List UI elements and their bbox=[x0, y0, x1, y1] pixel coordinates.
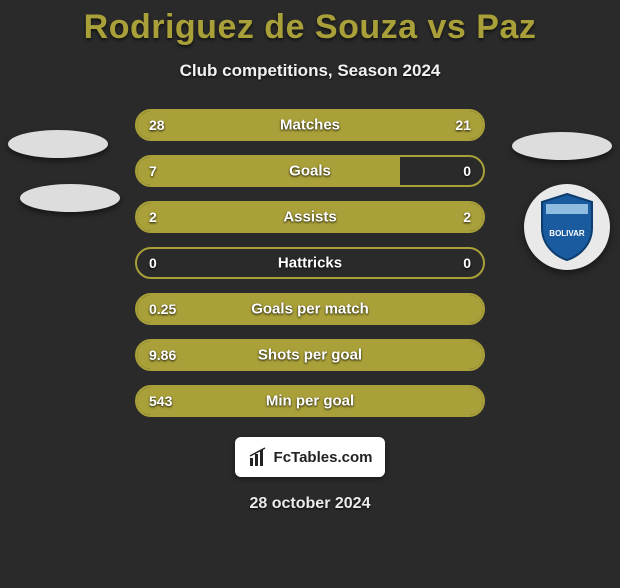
stat-bar-left bbox=[137, 157, 400, 185]
stat-row: 543 Min per goal bbox=[135, 385, 485, 417]
stat-label: Matches bbox=[280, 117, 340, 134]
stat-row: 0 0 Hattricks bbox=[135, 247, 485, 279]
stat-row: 7 0 Goals bbox=[135, 155, 485, 187]
player-left-avatar-1 bbox=[8, 130, 108, 158]
stat-label: Shots per goal bbox=[258, 347, 362, 364]
stat-value-left: 28 bbox=[149, 117, 165, 133]
club-name-text: BOLIVAR bbox=[549, 229, 585, 238]
stat-label: Min per goal bbox=[266, 393, 354, 410]
stat-value-right: 2 bbox=[463, 209, 471, 225]
stat-value-left: 0 bbox=[149, 255, 157, 271]
stat-value-left: 543 bbox=[149, 393, 172, 409]
brand-text: FcTables.com bbox=[274, 449, 373, 466]
bar-chart-icon bbox=[248, 446, 270, 468]
stat-label: Goals bbox=[289, 163, 331, 180]
stat-row: 2 2 Assists bbox=[135, 201, 485, 233]
stat-row: 0.25 Goals per match bbox=[135, 293, 485, 325]
player-right-avatar bbox=[512, 132, 612, 160]
player-left-avatar-2 bbox=[20, 184, 120, 212]
stat-value-left: 2 bbox=[149, 209, 157, 225]
stat-value-left: 7 bbox=[149, 163, 157, 179]
stats-container: 28 21 Matches 7 0 Goals 2 2 Assists 0 0 Hattricks 0.… bbox=[135, 109, 485, 417]
comparison-subtitle: Club competitions, Season 2024 bbox=[0, 61, 620, 81]
stat-value-right: 0 bbox=[463, 255, 471, 271]
club-badge-bolivar: BOLIVAR bbox=[524, 184, 610, 270]
stat-row: 28 21 Matches bbox=[135, 109, 485, 141]
stat-row: 9.86 Shots per goal bbox=[135, 339, 485, 371]
stat-value-right: 21 bbox=[455, 117, 471, 133]
comparison-title: Rodriguez de Souza vs Paz bbox=[0, 8, 620, 47]
stat-label: Goals per match bbox=[251, 301, 369, 318]
stat-value-right: 0 bbox=[463, 163, 471, 179]
stat-value-left: 0.25 bbox=[149, 301, 176, 317]
shield-icon: BOLIVAR bbox=[538, 192, 596, 262]
stat-label: Assists bbox=[283, 209, 336, 226]
stat-value-left: 9.86 bbox=[149, 347, 176, 363]
stat-label: Hattricks bbox=[278, 255, 342, 272]
comparison-date: 28 october 2024 bbox=[0, 495, 620, 513]
brand-badge[interactable]: FcTables.com bbox=[235, 437, 385, 477]
